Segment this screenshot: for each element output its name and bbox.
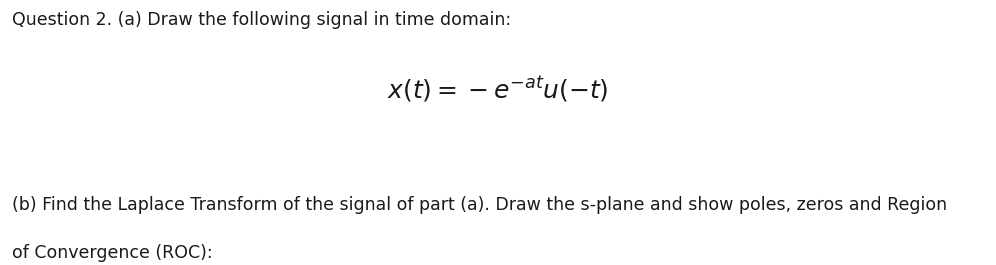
Text: of Convergence (ROC):: of Convergence (ROC): [12,244,212,262]
Text: (b) Find the Laplace Transform of the signal of part (a). Draw the s-plane and s: (b) Find the Laplace Transform of the si… [12,196,947,214]
Text: Question 2. (a) Draw the following signal in time domain:: Question 2. (a) Draw the following signa… [12,11,511,29]
Text: $x(t) = -e^{-at}u(-t)$: $x(t) = -e^{-at}u(-t)$ [387,74,609,104]
